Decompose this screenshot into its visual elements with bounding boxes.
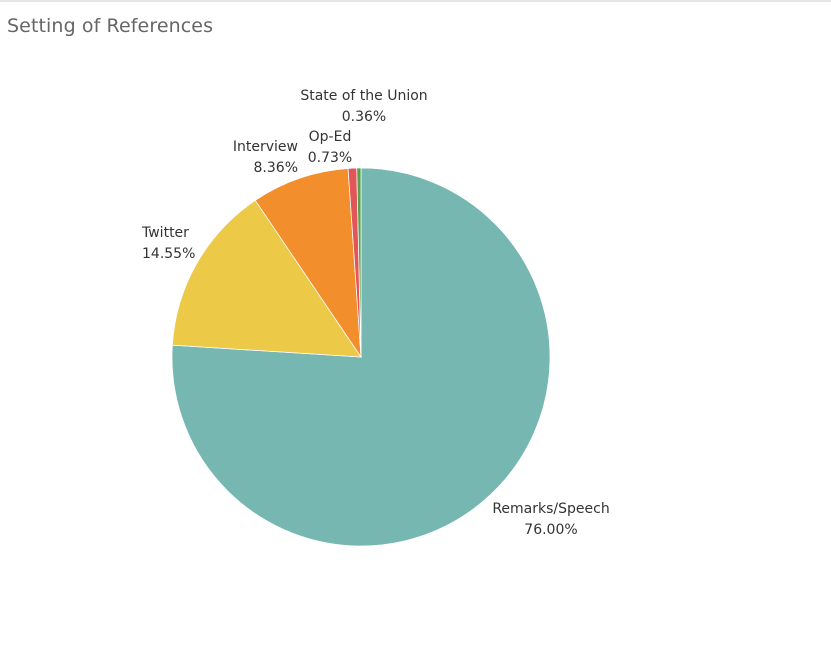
slice-label-twitter: Twitter	[141, 225, 189, 241]
slice-label-state-of-the-union: State of the Union	[300, 88, 427, 104]
slice-value-remarks-speech: 76.00%	[524, 522, 577, 538]
chart-title: Setting of References	[7, 15, 214, 37]
slice-label-op-ed: Op-Ed	[309, 129, 352, 145]
slice-value-op-ed: 0.73%	[308, 150, 352, 166]
slice-value-interview: 8.36%	[254, 160, 298, 176]
pie-slice-state-of-the-union[interactable]	[356, 167, 362, 358]
top-border	[0, 0, 831, 2]
pie-slices	[171, 167, 551, 547]
slice-value-state-of-the-union: 0.36%	[342, 109, 386, 125]
slice-label-interview: Interview	[233, 139, 298, 155]
slice-label-remarks-speech: Remarks/Speech	[492, 501, 609, 517]
pie-slice-twitter[interactable]	[171, 199, 362, 358]
pie-labels: Remarks/Speech 76.00% Twitter 14.55% Intervi…	[141, 88, 610, 538]
pie-slice-interview[interactable]	[254, 168, 362, 359]
slice-value-twitter: 14.55%	[142, 246, 195, 262]
